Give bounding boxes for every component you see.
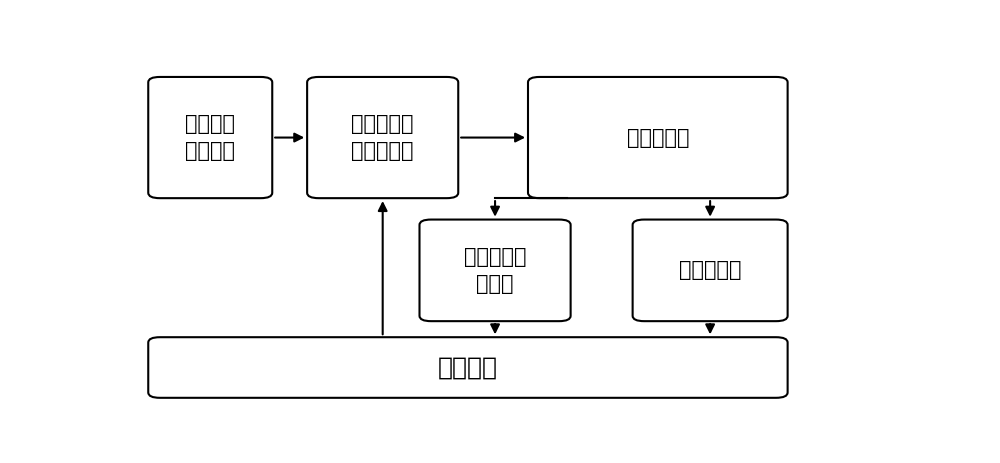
Text: 三相四线
低压电源: 三相四线 低压电源 <box>185 114 235 161</box>
Text: 三相可调低
频变频电源: 三相可调低 频变频电源 <box>351 114 414 161</box>
FancyBboxPatch shape <box>528 77 788 198</box>
FancyBboxPatch shape <box>148 77 272 198</box>
FancyBboxPatch shape <box>307 77 458 198</box>
Text: 主控单元: 主控单元 <box>438 356 498 380</box>
FancyBboxPatch shape <box>420 219 571 321</box>
Text: 被试变压器: 被试变压器 <box>627 128 689 148</box>
FancyBboxPatch shape <box>148 337 788 398</box>
Text: 输出信号采
集模块: 输出信号采 集模块 <box>464 247 526 294</box>
FancyBboxPatch shape <box>633 219 788 321</box>
Text: 测温传感器: 测温传感器 <box>679 260 741 281</box>
